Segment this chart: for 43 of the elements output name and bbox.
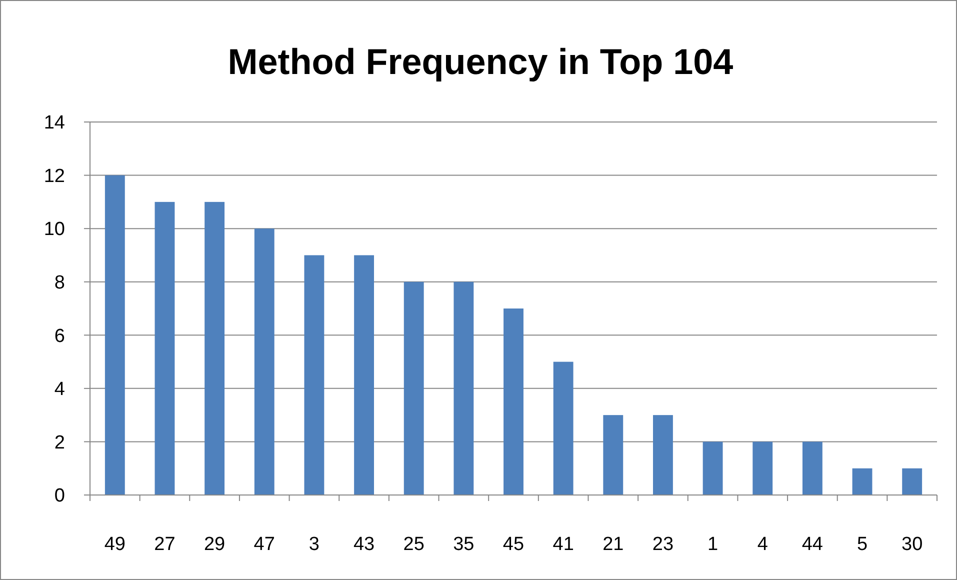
y-tick-label: 12 <box>44 166 65 187</box>
bar <box>702 442 723 495</box>
x-tick-label: 47 <box>254 534 275 555</box>
y-tick-label: 0 <box>54 486 65 507</box>
bar <box>603 415 624 495</box>
bar <box>852 468 872 495</box>
bar <box>204 202 225 495</box>
bar <box>553 362 574 495</box>
x-tick-label: 41 <box>552 534 574 555</box>
bar <box>404 282 424 495</box>
x-tick-label: 4 <box>757 534 768 555</box>
x-tick-label: 23 <box>652 534 674 555</box>
y-tick-label: 2 <box>54 432 65 454</box>
x-tick-label: 45 <box>502 534 524 555</box>
x-tick-label: 27 <box>154 534 176 555</box>
x-tick-label: 21 <box>602 534 624 555</box>
y-tick-label: 4 <box>54 379 66 400</box>
y-tick-label: 8 <box>54 272 65 294</box>
bar <box>752 442 773 495</box>
bar <box>504 308 524 495</box>
y-tick-label: 14 <box>44 112 66 134</box>
x-tick-label: 3 <box>308 534 320 555</box>
chart-title: Method Frequency in Top 104 <box>228 41 734 82</box>
bar <box>254 228 274 495</box>
x-tick-label: 1 <box>708 534 718 555</box>
y-tick-label: 10 <box>44 219 65 240</box>
bar <box>104 175 125 495</box>
x-tick-label: 29 <box>204 534 226 555</box>
x-tick-label: 35 <box>453 534 474 555</box>
y-tick-label: 6 <box>54 326 65 347</box>
x-tick-label: 49 <box>104 534 126 555</box>
bar <box>454 282 474 495</box>
x-tick-label: 43 <box>353 534 375 555</box>
bar <box>154 202 175 495</box>
x-tick-label: 5 <box>856 534 868 555</box>
bar <box>802 442 822 495</box>
bar <box>354 255 374 495</box>
bar <box>304 255 324 495</box>
x-tick-label: 25 <box>403 534 424 555</box>
x-tick-label: 44 <box>802 534 824 555</box>
bar <box>902 468 922 495</box>
bar <box>653 415 673 495</box>
x-tick-label: 30 <box>902 534 923 555</box>
